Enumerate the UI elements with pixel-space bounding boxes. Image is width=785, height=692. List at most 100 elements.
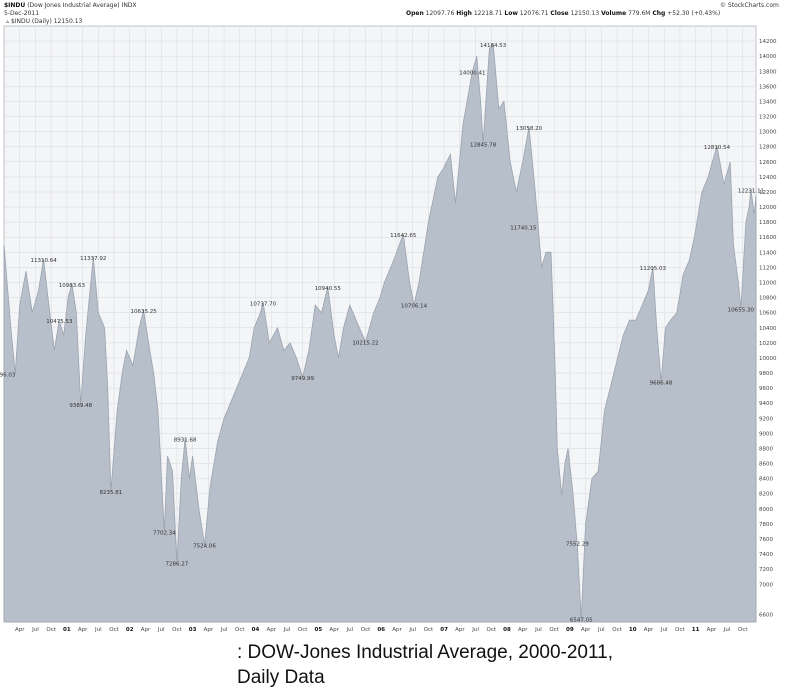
x-tick-label: 03 xyxy=(189,627,197,633)
price-annotation: 11740.15 xyxy=(510,226,537,232)
chg-value: +52.30 (+0.43%) xyxy=(667,10,721,17)
x-tick-label: Jul xyxy=(220,627,228,633)
price-annotation: 10655.30 xyxy=(728,308,755,314)
high-value: 12218.71 xyxy=(473,10,503,17)
x-tick-label: Apr xyxy=(707,627,717,633)
y-tick-label: 12000 xyxy=(759,205,777,211)
y-tick-label: 9000 xyxy=(759,431,773,437)
x-tick-label: Oct xyxy=(46,627,56,633)
price-annotation: 12810.54 xyxy=(704,145,731,151)
symbol: $INDU xyxy=(4,2,26,9)
x-tick-label: Oct xyxy=(549,627,559,633)
price-annotation: 7552.29 xyxy=(566,542,589,548)
ohlc-line: Open 12097.76 High 12218.71 Low 12076.71… xyxy=(406,10,720,17)
y-tick-label: 11800 xyxy=(759,220,777,226)
dow-area-series xyxy=(3,42,757,623)
price-annotation: 9796.03 xyxy=(0,372,16,378)
y-tick-label: 14000 xyxy=(759,54,777,60)
low-label: Low xyxy=(504,10,518,17)
price-annotation: 9686.48 xyxy=(650,381,673,387)
x-tick-label: Apr xyxy=(141,627,151,633)
y-tick-label: 12400 xyxy=(759,175,777,181)
price-annotation: 7524.06 xyxy=(193,544,216,550)
y-tick-label: 9200 xyxy=(759,416,773,422)
series-marker-icon: ▵ xyxy=(6,18,10,25)
price-annotation: 10940.55 xyxy=(315,286,342,292)
price-annotation: 10706.14 xyxy=(401,304,428,310)
y-tick-label: 9400 xyxy=(759,401,773,407)
x-tick-label: Oct xyxy=(109,627,119,633)
price-annotation: 12845.78 xyxy=(470,142,497,148)
x-tick-label: 10 xyxy=(629,627,637,633)
x-tick-label: Apr xyxy=(518,627,528,633)
x-tick-label: Apr xyxy=(204,627,214,633)
x-tick-label: Apr xyxy=(78,627,88,633)
close-label: Close xyxy=(550,10,569,17)
x-tick-label: 11 xyxy=(692,627,700,633)
x-tick-label: Apr xyxy=(392,627,402,633)
y-tick-label: 10800 xyxy=(759,296,777,302)
price-annotation: 12231.11 xyxy=(738,189,764,195)
y-tick-label: 11400 xyxy=(759,250,777,256)
price-annotation: 6547.05 xyxy=(570,617,593,623)
x-tick-label: Oct xyxy=(675,627,685,633)
x-tick-label: Apr xyxy=(581,627,591,633)
y-tick-label: 6600 xyxy=(759,612,773,618)
price-annotation: 7286.27 xyxy=(166,562,189,568)
y-tick-label: 13000 xyxy=(759,130,777,136)
x-tick-label: Jul xyxy=(283,627,291,633)
y-tick-label: 13600 xyxy=(759,84,777,90)
x-tick-label: Oct xyxy=(235,627,245,633)
x-tick-label: 09 xyxy=(566,627,574,633)
x-tick-label: 08 xyxy=(503,627,511,633)
y-tick-label: 9800 xyxy=(759,371,773,377)
low-value: 12076.71 xyxy=(519,10,549,17)
price-annotation: 14164.53 xyxy=(480,43,507,49)
x-tick-label: Apr xyxy=(266,627,276,633)
y-tick-label: 10400 xyxy=(759,326,777,332)
price-annotation: 10983.63 xyxy=(59,283,86,289)
figure-caption: : DOW-Jones Industrial Average, 2000-201… xyxy=(237,640,613,690)
x-tick-label: Apr xyxy=(455,627,465,633)
y-tick-label: 11000 xyxy=(759,281,777,287)
y-tick-label: 8200 xyxy=(759,492,773,498)
source-credit: © StockCharts.com xyxy=(720,2,779,9)
caption-line-1: : DOW-Jones Industrial Average, 2000-201… xyxy=(237,642,613,663)
y-tick-label: 13200 xyxy=(759,115,777,121)
x-tick-label: Jul xyxy=(471,627,479,633)
y-tick-label: 10200 xyxy=(759,341,777,347)
y-tick-label: 8000 xyxy=(759,507,773,513)
price-annotation: 11337.92 xyxy=(80,256,106,262)
price-annotation: 8235.81 xyxy=(100,490,123,496)
y-tick-label: 12800 xyxy=(759,145,777,151)
index-name: (Dow Jones Industrial Average) INDX xyxy=(27,2,137,9)
x-tick-label: Jul xyxy=(597,627,605,633)
price-annotation: 9749.99 xyxy=(291,376,314,382)
y-tick-label: 12200 xyxy=(759,190,777,196)
price-annotation: 10475.53 xyxy=(46,319,73,325)
x-tick-label: Apr xyxy=(329,627,339,633)
x-tick-label: Oct xyxy=(361,627,371,633)
x-tick-label: 05 xyxy=(315,627,323,633)
x-tick-label: Jul xyxy=(94,627,102,633)
x-tick-label: Oct xyxy=(424,627,434,633)
y-tick-label: 7400 xyxy=(759,552,773,558)
series-label-text: $INDU (Daily) 12150.13 xyxy=(10,18,83,25)
chart-date: 5-Dec-2011 xyxy=(4,10,40,17)
y-tick-label: 8400 xyxy=(759,477,773,483)
x-tick-label: Oct xyxy=(298,627,308,633)
x-tick-label: Jul xyxy=(408,627,416,633)
price-annotation: 11310.64 xyxy=(30,258,57,264)
high-label: High xyxy=(456,10,472,17)
y-tick-label: 7800 xyxy=(759,522,773,528)
price-annotation: 7702.34 xyxy=(153,530,176,536)
y-tick-label: 7600 xyxy=(759,537,773,543)
price-annotation: 10215.22 xyxy=(352,341,378,347)
x-tick-label: 07 xyxy=(440,627,448,633)
y-tick-label: 10600 xyxy=(759,311,777,317)
x-tick-label: 04 xyxy=(252,627,260,633)
price-annotation: 11642.65 xyxy=(390,233,417,239)
chart-symbol-line: $INDU (Dow Jones Industrial Average) IND… xyxy=(4,2,137,9)
y-tick-label: 7200 xyxy=(759,567,773,573)
series-label: ▵ $INDU (Daily) 12150.13 xyxy=(6,18,82,25)
